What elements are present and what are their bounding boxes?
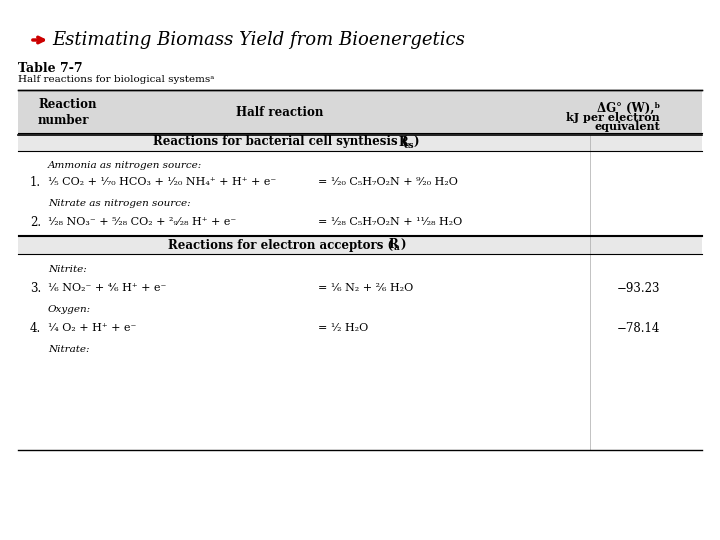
- FancyBboxPatch shape: [18, 133, 702, 151]
- Text: Reactions for electron acceptors (: Reactions for electron acceptors (: [168, 239, 392, 252]
- Text: Reaction
number: Reaction number: [38, 98, 96, 127]
- Text: a: a: [394, 244, 400, 253]
- Text: R: R: [398, 136, 408, 148]
- Text: kJ per electron: kJ per electron: [566, 112, 660, 123]
- Text: −78.14: −78.14: [616, 321, 660, 334]
- Text: 2.: 2.: [30, 215, 41, 228]
- Text: Nitrate as nitrogen source:: Nitrate as nitrogen source:: [48, 199, 191, 208]
- Text: ¹⁄₅ CO₂ + ¹⁄₇₀ HCO₃ + ¹⁄₂₀ NH₄⁺ + H⁺ + e⁻: ¹⁄₅ CO₂ + ¹⁄₇₀ HCO₃ + ¹⁄₂₀ NH₄⁺ + H⁺ + e…: [48, 177, 276, 187]
- FancyBboxPatch shape: [18, 90, 702, 135]
- Text: = ¹⁄₂₀ C₅H₇O₂N + ⁹⁄₂₀ H₂O: = ¹⁄₂₀ C₅H₇O₂N + ⁹⁄₂₀ H₂O: [318, 177, 458, 187]
- Text: Half reaction: Half reaction: [236, 106, 324, 119]
- Text: ¹⁄₂₈ NO₃⁻ + ⁵⁄₂₈ CO₂ + ²₉⁄₂₈ H⁺ + e⁻: ¹⁄₂₈ NO₃⁻ + ⁵⁄₂₈ CO₂ + ²₉⁄₂₈ H⁺ + e⁻: [48, 217, 236, 227]
- Text: ): ): [400, 239, 405, 252]
- Text: R: R: [388, 239, 397, 252]
- Text: Ammonia as nitrogen source:: Ammonia as nitrogen source:: [48, 160, 202, 170]
- Text: 4.: 4.: [30, 321, 41, 334]
- Text: ): ): [413, 136, 418, 148]
- Text: −93.23: −93.23: [616, 281, 660, 294]
- Text: equivalent: equivalent: [594, 121, 660, 132]
- Text: Oxygen:: Oxygen:: [48, 306, 91, 314]
- Text: ¹⁄₄ O₂ + H⁺ + e⁻: ¹⁄₄ O₂ + H⁺ + e⁻: [48, 323, 136, 333]
- Text: ¹⁄₆ NO₂⁻ + ⁴⁄₆ H⁺ + e⁻: ¹⁄₆ NO₂⁻ + ⁴⁄₆ H⁺ + e⁻: [48, 283, 166, 293]
- Text: 1.: 1.: [30, 176, 41, 188]
- Text: cs: cs: [404, 140, 415, 150]
- Text: = ¹⁄₆ N₂ + ²⁄₆ H₂O: = ¹⁄₆ N₂ + ²⁄₆ H₂O: [318, 283, 413, 293]
- Text: = ¹⁄₂₈ C₅H₇O₂N + ¹¹⁄₂₈ H₂O: = ¹⁄₂₈ C₅H₇O₂N + ¹¹⁄₂₈ H₂O: [318, 217, 462, 227]
- Text: ΔG° (W),ᵇ: ΔG° (W),ᵇ: [597, 102, 660, 115]
- Text: Reactions for bacterial cell synthesis (: Reactions for bacterial cell synthesis (: [153, 136, 407, 148]
- FancyBboxPatch shape: [18, 236, 702, 254]
- Text: Nitrate:: Nitrate:: [48, 346, 89, 354]
- Text: Table 7-7: Table 7-7: [18, 62, 83, 75]
- Text: Estimating Biomass Yield from Bioenergetics: Estimating Biomass Yield from Bioenerget…: [52, 31, 465, 49]
- Text: Nitrite:: Nitrite:: [48, 266, 86, 274]
- Text: = ¹⁄₂ H₂O: = ¹⁄₂ H₂O: [318, 323, 368, 333]
- Text: 3.: 3.: [30, 281, 41, 294]
- Text: Half reactions for biological systemsᵃ: Half reactions for biological systemsᵃ: [18, 76, 215, 84]
